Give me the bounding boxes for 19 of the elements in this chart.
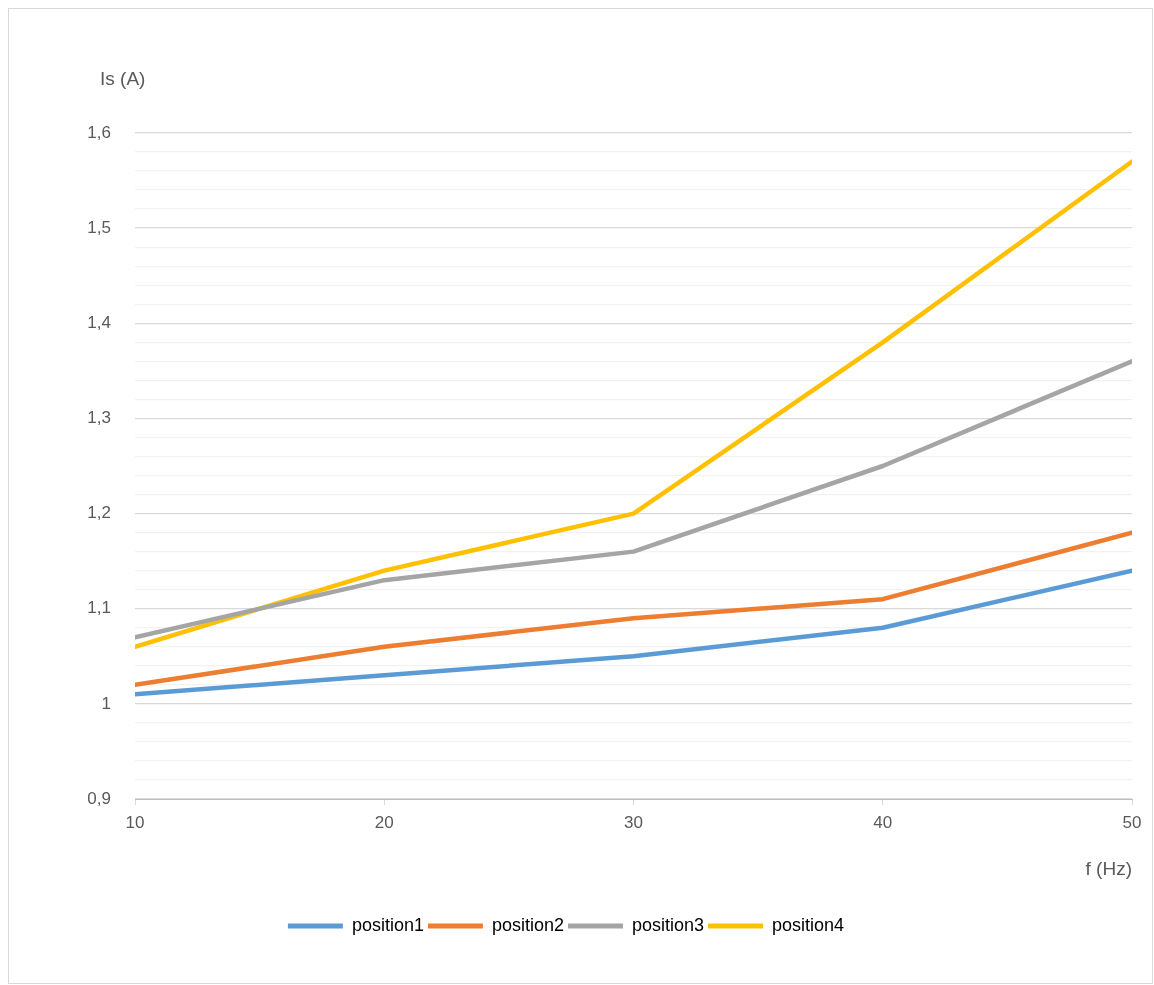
x-axis-title: f (Hz) bbox=[1085, 858, 1132, 880]
legend-label: position1 bbox=[351, 914, 424, 935]
x-tick-label: 10 bbox=[125, 812, 145, 832]
legend-label: position4 bbox=[772, 914, 845, 935]
x-tick-label: 20 bbox=[374, 812, 394, 832]
y-axis-title: Is (A) bbox=[100, 68, 146, 90]
legend-label: position2 bbox=[491, 914, 565, 935]
y-tick-label: 1 bbox=[101, 693, 111, 713]
x-tick-label: 30 bbox=[624, 812, 643, 832]
x-tick-label: 40 bbox=[873, 812, 893, 832]
legend-label: position3 bbox=[632, 914, 705, 935]
x-tick-label: 50 bbox=[1122, 812, 1142, 832]
y-tick-label: 0,9 bbox=[87, 788, 111, 808]
y-tick-label: 1,1 bbox=[87, 598, 111, 618]
y-tick-label: 1,2 bbox=[87, 503, 111, 523]
y-tick-label: 1,4 bbox=[87, 312, 111, 332]
y-tick-label: 1,3 bbox=[87, 408, 111, 428]
y-tick-label: 1,6 bbox=[87, 122, 111, 142]
y-tick-label: 1,5 bbox=[87, 217, 111, 237]
